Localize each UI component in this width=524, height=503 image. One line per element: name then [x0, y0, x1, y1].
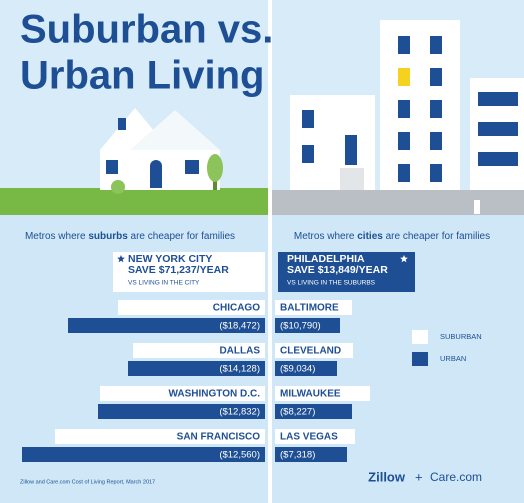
suburban-bar [55, 429, 265, 444]
divider [268, 0, 272, 503]
subtitle: Metros where cities are cheaper for fami… [294, 231, 490, 242]
legend-label: URBAN [440, 354, 466, 363]
value-label: ($12,560) [219, 450, 260, 461]
urban-bar [275, 361, 337, 376]
urban-bar [98, 404, 265, 419]
logo: Care.com [430, 470, 482, 484]
urban-bar [275, 318, 340, 333]
category-label: MILWAUKEE [280, 389, 341, 400]
category-label: CLEVELAND [280, 346, 341, 357]
suburban-bar [275, 300, 352, 315]
suburban-bar [133, 343, 265, 358]
category-label: CHICAGO [213, 303, 260, 314]
subtitle-part: suburbs [88, 231, 128, 242]
source: Zillow and Care.com Cost of Living Repor… [20, 479, 155, 485]
subtitle-part: cities [357, 231, 383, 242]
highlight-city: NEW YORK CITY [128, 253, 212, 265]
value-label: ($12,832) [219, 407, 260, 418]
urban-bar [275, 404, 352, 419]
buildings [272, 20, 524, 215]
value-label: ($18,472) [219, 321, 260, 332]
house [0, 108, 268, 215]
highlight-box [278, 252, 415, 292]
highlight-note: VS LIVING IN THE CITY [128, 280, 200, 287]
urban-bar [275, 447, 347, 462]
legend-label: SUBURBAN [440, 332, 482, 341]
category-label: DALLAS [219, 346, 260, 357]
highlight-box [113, 252, 265, 292]
subtitle: Metros where suburbs are cheaper for fam… [25, 231, 235, 242]
highlight-saving: SAVE $71,237/YEAR [128, 264, 229, 276]
suburban-bar [275, 429, 355, 444]
subtitle-part: Metros where [25, 231, 88, 242]
highlight-note: VS LIVING IN THE SUBURBS [287, 280, 376, 287]
value-label: ($9,034) [280, 364, 315, 375]
title: Suburban vs. [20, 8, 273, 52]
urban-bar [68, 318, 265, 333]
star [117, 255, 125, 263]
logo: Zillow [368, 469, 406, 484]
value-label: ($7,318) [280, 450, 315, 461]
highlight-city: PHILADELPHIA [287, 253, 365, 265]
subtitle-part: Metros where [294, 231, 357, 242]
category-label: LAS VEGAS [280, 432, 338, 443]
subtitle-part: are cheaper for families [128, 231, 235, 242]
title: Urban Living [20, 54, 264, 98]
value-label: ($10,790) [280, 321, 321, 332]
value-label: ($8,227) [280, 407, 315, 418]
subtitle-part: are cheaper for families [383, 231, 490, 242]
suburban-bar [100, 386, 265, 401]
category-label: SAN FRANCISCO [177, 432, 261, 443]
legend-swatch [412, 352, 428, 366]
urban-bar [128, 361, 265, 376]
category-label: WASHINGTON D.C. [169, 389, 261, 400]
value-label: ($14,128) [219, 364, 260, 375]
category-label: BALTIMORE [280, 303, 339, 314]
suburban-bar [275, 343, 353, 358]
logo: + [415, 469, 423, 484]
suburban-bar [275, 386, 370, 401]
suburban-bar [118, 300, 265, 315]
star [400, 255, 408, 263]
legend-swatch [412, 330, 428, 344]
highlight-saving: SAVE $13,849/YEAR [287, 264, 388, 276]
urban-bar [22, 447, 265, 462]
